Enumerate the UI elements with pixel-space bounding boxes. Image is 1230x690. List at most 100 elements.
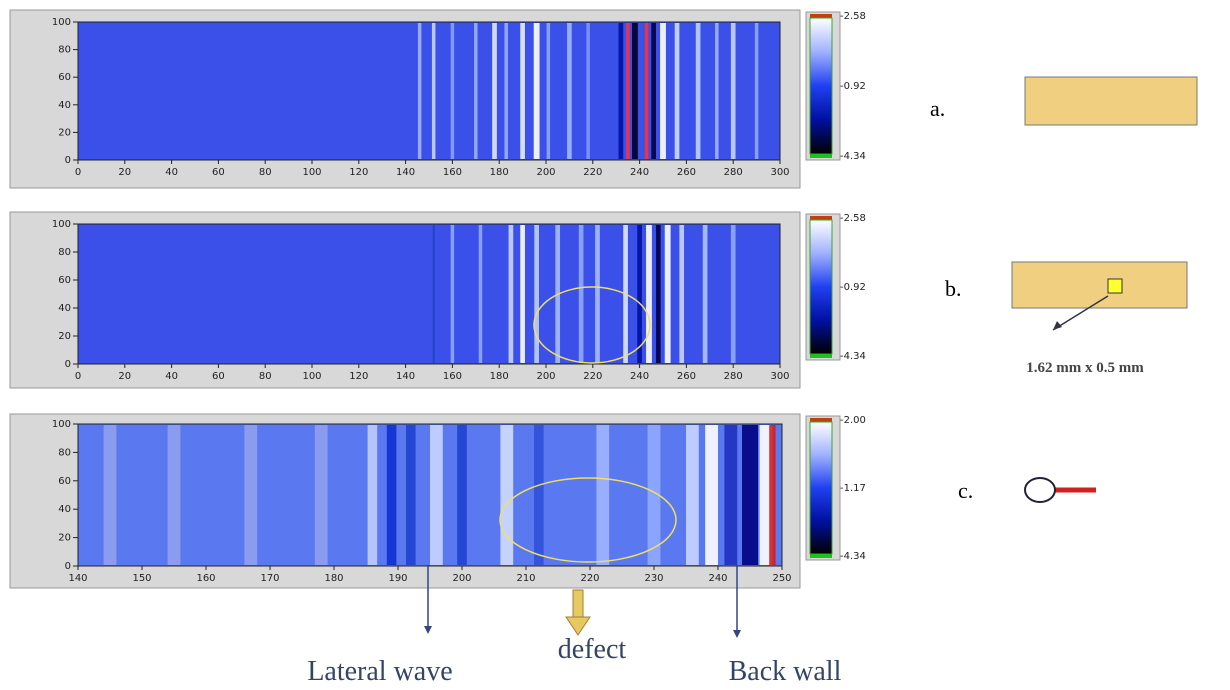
x-tick-label: 100 <box>302 371 321 382</box>
y-tick-label: 0 <box>65 359 71 370</box>
colorbar-tick-label: -4.34 <box>840 151 866 162</box>
y-tick-label: 60 <box>58 275 71 286</box>
colorbar-tick-label: -4.34 <box>840 551 866 562</box>
y-tick-label: 100 <box>52 219 71 230</box>
x-tick-label: 160 <box>196 573 215 584</box>
stripe <box>534 225 539 363</box>
panels: 0 20 40 60 80 100 120 140 160 180 200 220 240 260 280 3… <box>9 9 866 589</box>
stripe <box>167 425 181 565</box>
stripe <box>651 23 656 159</box>
x-tick-label: 230 <box>644 573 663 584</box>
y-tick-label: 40 <box>58 100 71 111</box>
stripe <box>674 23 680 159</box>
x-tick-label: 120 <box>349 371 368 382</box>
colorbar <box>809 17 833 155</box>
stripe <box>679 225 685 363</box>
stripe <box>646 225 652 363</box>
colorbar-top <box>810 418 832 422</box>
x-tick-label: 280 <box>724 167 743 178</box>
annotation: Lateral wave <box>307 656 452 687</box>
stripe <box>103 425 117 565</box>
y-tick-label: 20 <box>58 127 71 138</box>
colorbar-bottom <box>810 154 832 158</box>
stripe <box>715 23 719 159</box>
stripe <box>432 225 435 363</box>
x-tick-label: 60 <box>212 167 225 178</box>
defect-arrow <box>572 589 584 619</box>
stripe <box>492 23 497 159</box>
stripe <box>534 425 544 565</box>
y-tick-label: 0 <box>65 561 71 572</box>
x-tick-label: 250 <box>772 573 791 584</box>
x-tick-label: 260 <box>677 371 696 382</box>
stripe <box>520 225 525 363</box>
x-tick-label: 40 <box>165 371 178 382</box>
colorbar-tick-label: -0.92 <box>840 81 866 92</box>
y-tick-label: 60 <box>58 476 71 487</box>
colorbar <box>809 219 833 355</box>
x-tick-label: 180 <box>490 167 509 178</box>
x-tick-label: 220 <box>583 371 602 382</box>
defect-outline <box>499 477 677 563</box>
colorbar-tick-label: -2.58 <box>840 213 866 224</box>
specimen <box>1011 261 1188 309</box>
stripe <box>578 225 584 363</box>
stripe <box>367 425 378 565</box>
stripe <box>474 23 478 159</box>
stripe <box>595 225 600 363</box>
x-tick-label: 20 <box>118 371 131 382</box>
x-tick-label: 120 <box>349 167 368 178</box>
stripe <box>618 23 624 159</box>
defect-arrow-head <box>565 616 591 636</box>
y-tick-label: 80 <box>58 247 71 258</box>
annotation: defect <box>558 634 627 665</box>
stripe <box>504 23 508 159</box>
y-tick-label: 80 <box>58 45 71 56</box>
x-tick-label: 240 <box>630 371 649 382</box>
panel-letter: b. <box>945 276 962 301</box>
stripe <box>567 23 572 159</box>
defect-size: 1.62 mm x 0.5 mm <box>1026 360 1144 376</box>
specimen <box>1024 76 1198 126</box>
x-tick-label: 200 <box>536 371 555 382</box>
x-tick-label: 200 <box>452 573 471 584</box>
stripe <box>724 425 738 565</box>
colorbar-tick-label: -4.34 <box>840 351 866 362</box>
annotation: Back wall <box>729 656 842 687</box>
x-tick-label: 0 <box>75 167 81 178</box>
probe <box>1024 477 1056 503</box>
x-tick-label: 80 <box>259 371 272 382</box>
y-tick-label: 40 <box>58 504 71 515</box>
stripe <box>450 23 455 159</box>
x-tick-label: 60 <box>212 371 225 382</box>
x-tick-label: 40 <box>165 167 178 178</box>
stripe <box>457 425 467 565</box>
colorbar-top <box>810 14 832 18</box>
x-tick-label: 220 <box>580 573 599 584</box>
defect-outline <box>533 286 651 364</box>
stripe <box>769 425 776 565</box>
panel-letter: a. <box>930 96 945 121</box>
panel-letter: c. <box>958 478 973 503</box>
stripe <box>244 425 258 565</box>
stripe <box>660 23 666 159</box>
stripe <box>533 23 540 159</box>
x-tick-label: 100 <box>302 167 321 178</box>
stripe <box>314 425 328 565</box>
x-tick-label: 200 <box>536 167 555 178</box>
x-tick-label: 260 <box>677 167 696 178</box>
x-tick-label: 240 <box>630 167 649 178</box>
x-tick-label: 300 <box>770 371 789 382</box>
colorbar-tick-label: -1.17 <box>840 483 866 494</box>
colorbar-tick-label: -2.00 <box>840 415 866 426</box>
stripe <box>664 225 671 363</box>
stripe <box>386 425 397 565</box>
colorbar-top <box>810 216 832 220</box>
y-tick-label: 100 <box>52 17 71 28</box>
stripe <box>631 23 638 159</box>
y-tick-label: 40 <box>58 303 71 314</box>
y-tick-label: 80 <box>58 447 71 458</box>
colorbar-tick-label: -2.58 <box>840 11 866 22</box>
stripe <box>500 425 514 565</box>
